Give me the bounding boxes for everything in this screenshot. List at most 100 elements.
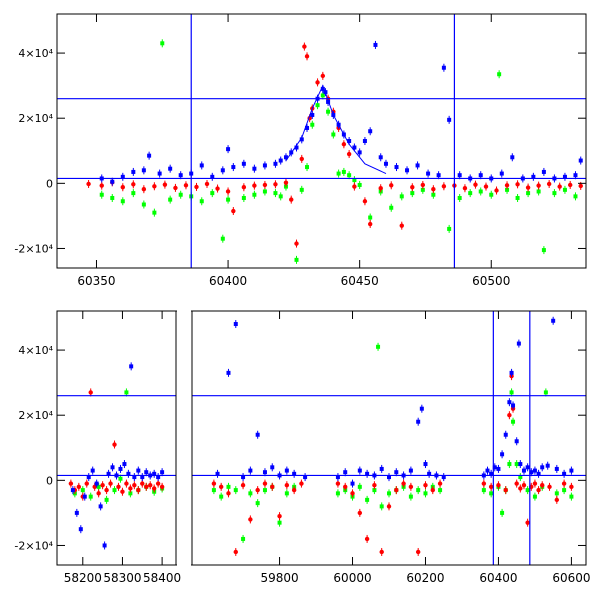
bottom-panel-series-1-point-2 xyxy=(76,484,82,490)
bottom-panel-series-0-point-36 xyxy=(335,475,340,480)
bottom-panel-series-0-point-2 xyxy=(78,527,83,532)
bottom-panel-series-1-point-43 xyxy=(379,549,384,555)
bottom-panel-series-0-point-43 xyxy=(387,475,391,480)
top-panel-series-1-point-51 xyxy=(525,185,531,190)
bottom-panel-series-0-point-58 xyxy=(500,452,505,457)
bottom-panel-series-2-point-40 xyxy=(438,488,443,493)
top-panel-series-1-point-28 xyxy=(320,73,326,79)
top-panel-series-2-point-1 xyxy=(110,195,115,200)
top-panel: 60350 60400 60450 60500 -2×10⁴ 0 2×10⁴ 4×10⁴ xyxy=(14,13,587,288)
top-panel-series-1-point-34 xyxy=(352,184,357,189)
bottom-panel-series-1-point-51 xyxy=(437,481,443,486)
bottom-panel-frame xyxy=(56,310,587,566)
bottom-panel-series-1-point-61 xyxy=(521,483,527,488)
top-panel-series-0-point-22 xyxy=(294,145,299,150)
bottom-panel-series-0-point-8 xyxy=(102,543,107,548)
bottom-panel-series-0-point-35 xyxy=(303,475,308,480)
bottom-panel-series-1-point-41 xyxy=(364,536,370,542)
top-panel-series-0-point-27 xyxy=(320,86,325,91)
top-panel-series-2-point-5 xyxy=(152,210,157,215)
top-panel-series-2-point-21 xyxy=(299,187,304,192)
bottom-panel-series-0-point-0 xyxy=(70,488,75,493)
top-panel-y-tick-label-0: -2×10⁴ xyxy=(14,242,53,255)
top-panel-series-2-point-3 xyxy=(131,191,136,196)
bottom-panel-series-1-point-62 xyxy=(525,520,530,525)
bottom-panel-series-1-point-30 xyxy=(255,487,260,493)
top-panel-series-2-point-8 xyxy=(178,192,183,197)
top-panel-series-1-point-17 xyxy=(262,182,268,188)
bottom-panel-series-2-point-32 xyxy=(379,504,384,509)
bottom-panel-series-1-point-45 xyxy=(394,487,399,493)
bottom-panel-series-2-point-31 xyxy=(376,344,381,349)
top-panel-series-2-point-22 xyxy=(305,165,310,170)
top-panel-data xyxy=(86,39,583,264)
bottom-panel-x-tick-label-4: 60000 xyxy=(333,571,371,585)
top-panel-series-1-point-14 xyxy=(231,208,236,214)
top-panel-series-0-point-24 xyxy=(305,125,310,130)
top-panel-series-0-point-4 xyxy=(141,168,146,173)
top-panel-series-1-point-56 xyxy=(578,183,583,189)
bottom-panel-series-1-point-33 xyxy=(277,513,282,519)
top-panel-series-0-point-25 xyxy=(310,112,315,117)
bottom-panel-series-1-point-24 xyxy=(211,481,217,486)
bottom-panel-series-1-point-48 xyxy=(415,549,421,555)
bottom-panel-series-0-point-73 xyxy=(551,318,556,323)
bottom-panel-series-1-point-46 xyxy=(401,481,406,486)
bottom-panel-series-0-point-38 xyxy=(350,481,355,486)
bottom-panel-series-0-point-28 xyxy=(248,468,253,473)
bottom-panel-series-2-point-15 xyxy=(226,484,231,489)
bottom-panel-series-1-point-7 xyxy=(96,491,101,496)
top-panel-series-2-point-38 xyxy=(420,187,425,192)
top-panel-series-2-point-15 xyxy=(252,192,257,197)
bottom-panel-series-0-point-63 xyxy=(514,439,519,444)
bottom-panel-series-2-point-55 xyxy=(554,491,559,496)
bottom-panel-series-2-point-54 xyxy=(543,390,548,395)
top-panel-x-tick-label-0: 60350 xyxy=(77,274,115,288)
top-panel-series-1-point-1 xyxy=(99,183,104,188)
bottom-panel-y-tick-label-3: 4×10⁴ xyxy=(18,344,53,357)
top-panel-x-tick-label-2: 60450 xyxy=(341,274,379,288)
bottom-panel-series-0-point-30 xyxy=(262,470,267,475)
top-panel-series-2-point-51 xyxy=(552,191,557,196)
top-panel-series-0-point-44 xyxy=(426,171,431,176)
bottom-panel-series-1-point-67 xyxy=(547,484,552,490)
top-panel-series-0-point-52 xyxy=(499,171,504,176)
top-panel-series-1-point-52 xyxy=(536,183,541,188)
bottom-panel-series-0-point-39 xyxy=(357,468,362,473)
top-panel-series-1-point-43 xyxy=(441,184,447,189)
bottom-panel-series-1-point-15 xyxy=(128,486,133,491)
top-panel-series-1-point-50 xyxy=(515,182,520,187)
bottom-panel-series-0-point-40 xyxy=(365,471,370,476)
bottom-panel-y-tick-label-1: 0 xyxy=(46,474,53,487)
top-panel-series-1-point-27 xyxy=(315,80,320,85)
top-panel-x-axis: 60350 60400 60450 60500 xyxy=(77,14,510,288)
bottom-panel-series-2-point-13 xyxy=(211,488,216,493)
bottom-panel-series-0-point-42 xyxy=(379,466,384,471)
top-panel-series-2-point-7 xyxy=(168,197,173,202)
bottom-panel-series-1-point-49 xyxy=(423,483,428,488)
top-panel-series-1-point-16 xyxy=(252,183,257,188)
top-panel-series-1-point-5 xyxy=(141,186,147,192)
bottom-panel-series-1-point-16 xyxy=(132,483,137,488)
top-panel-series-1-point-12 xyxy=(215,186,220,191)
bottom-panel-x-tick-label-0: 58200 xyxy=(64,571,102,585)
bottom-panel-data xyxy=(68,316,574,556)
bottom-panel-x-tick-label-1: 58300 xyxy=(103,571,141,585)
top-panel-series-2-point-52 xyxy=(562,187,567,192)
top-panel-series-1-point-53 xyxy=(546,181,552,187)
top-panel-series-2-point-23 xyxy=(310,122,315,127)
bottom-panel-series-1-point-36 xyxy=(299,481,304,486)
top-panel-series-2-point-31 xyxy=(352,178,357,183)
top-panel-series-0-point-29 xyxy=(326,99,331,104)
bottom-panel-series-1-point-29 xyxy=(248,517,253,522)
top-panel-series-2-point-35 xyxy=(389,205,394,210)
top-panel-series-0-point-39 xyxy=(378,155,383,160)
bottom-panel-series-0-point-26 xyxy=(233,322,238,327)
top-panel-series-2-point-32 xyxy=(357,182,362,187)
top-panel-series-0-point-20 xyxy=(283,155,288,160)
bottom-panel-y-tick-label-2: 2×10⁴ xyxy=(18,409,53,422)
top-panel-series-2-point-25 xyxy=(320,93,325,98)
top-panel-series-0-point-11 xyxy=(210,174,215,179)
top-panel-series-0-point-3 xyxy=(131,169,136,174)
top-panel-series-1-point-23 xyxy=(302,44,307,49)
